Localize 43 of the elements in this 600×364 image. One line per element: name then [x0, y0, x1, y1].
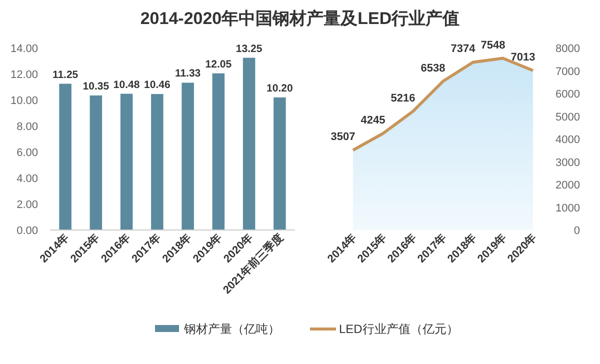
data-label: 7548: [480, 39, 506, 52]
y-tick-label: 2.00: [16, 199, 38, 211]
data-label: 5216: [390, 92, 416, 104]
y-tick-label: 0.00: [16, 225, 38, 237]
y-tick-label: 2000: [556, 180, 580, 192]
data-label: 3507: [330, 131, 356, 144]
bar: [120, 94, 133, 230]
y-tick-label: 7000: [556, 66, 580, 78]
bar: [242, 58, 256, 230]
y-tick-label: 8000: [556, 43, 580, 55]
data-label: 11.33: [174, 68, 201, 80]
bar: [212, 73, 225, 230]
data-label: 6538: [420, 62, 446, 74]
data-label: 4245: [360, 114, 386, 126]
data-label: 13.25: [236, 42, 262, 55]
y-tick-label: 4000: [556, 134, 580, 146]
y-tick-label: 1000: [556, 202, 580, 214]
y-tick-label: 4.00: [16, 173, 38, 185]
y-tick-label: 12.00: [10, 69, 38, 81]
y-tick-label: 8.00: [16, 121, 38, 133]
y-tick-label: 10.00: [10, 95, 38, 107]
data-label: 7013: [510, 51, 536, 64]
y-tick-label: 5000: [556, 111, 580, 124]
legend-label: LED行业产值（亿元）: [339, 322, 458, 336]
y-tick-label: 6.00: [16, 147, 38, 159]
bar: [274, 97, 286, 230]
data-label: 10.48: [113, 78, 140, 91]
data-label: 7374: [450, 43, 476, 56]
y-tick-label: 6000: [556, 88, 580, 100]
data-label: 11.25: [52, 68, 78, 81]
y-tick-label: 0: [574, 225, 580, 237]
data-label: 10.35: [82, 80, 110, 92]
data-label: 10.46: [144, 79, 170, 92]
bar: [59, 84, 72, 230]
legend-label: 钢材产量（亿吨）: [183, 322, 280, 336]
bar: [90, 95, 102, 230]
bar: [151, 94, 164, 230]
bar: [182, 82, 194, 230]
chart-title: 2014-2020年中国钢材产量及LED行业产值: [140, 9, 460, 28]
data-label: 12.05: [205, 58, 232, 70]
y-tick-label: 14.00: [10, 43, 38, 55]
y-tick-label: 3000: [556, 156, 580, 169]
data-label: 10.20: [266, 82, 293, 94]
